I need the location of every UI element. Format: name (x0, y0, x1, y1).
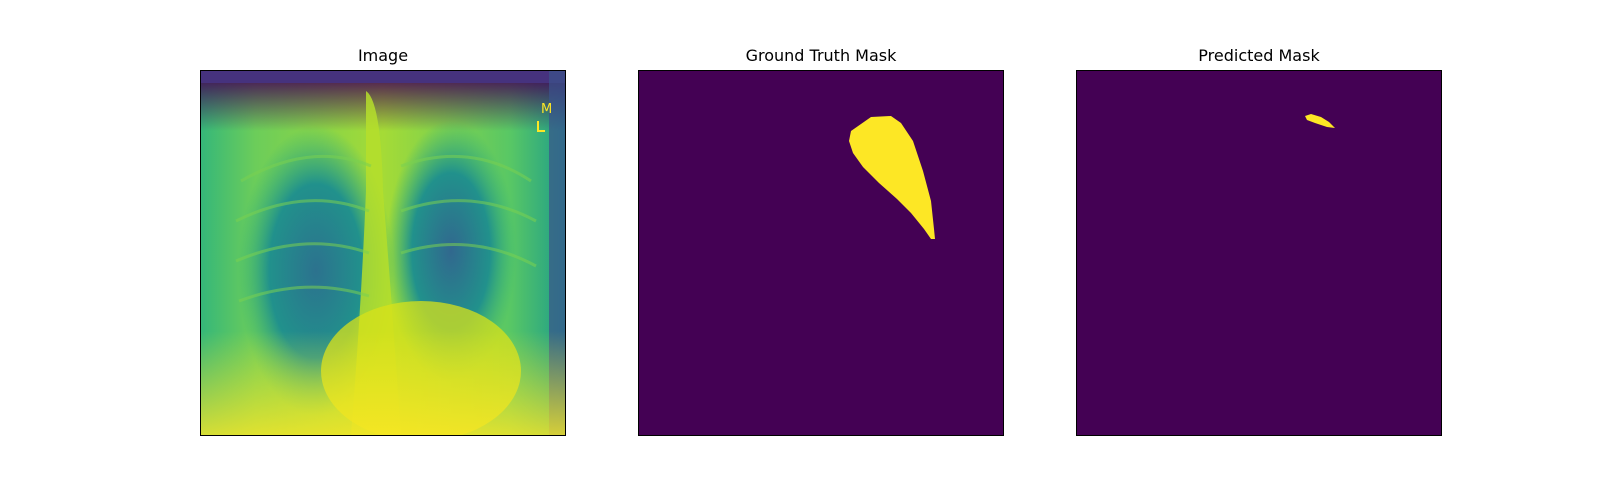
panel-title-predicted: Predicted Mask (1076, 46, 1442, 65)
xray-marker-text: M (541, 102, 552, 117)
predicted-mask-panel (1076, 70, 1442, 436)
panel-title-image: Image (200, 46, 566, 65)
ground-truth-mask (639, 71, 1003, 435)
panel-title-ground-truth: Ground Truth Mask (638, 46, 1004, 65)
predicted-mask (1077, 71, 1441, 435)
xray-image: M (201, 71, 565, 435)
ground-truth-mask-panel (638, 70, 1004, 436)
xray-image-panel: M (200, 70, 566, 436)
